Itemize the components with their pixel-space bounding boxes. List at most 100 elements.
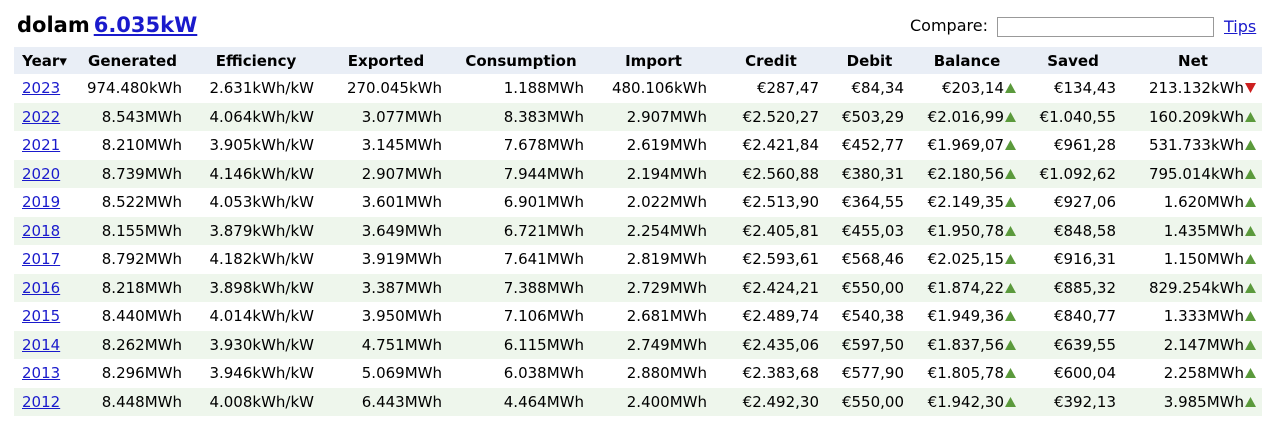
value-cell: €1.874,22 — [912, 273, 1022, 302]
value-cell: 2.681MWh — [592, 302, 715, 331]
cell-value: 4.008kWh/kW — [209, 392, 314, 411]
year-link[interactable]: 2014 — [22, 335, 61, 354]
value-cell: 8.218MWh — [75, 273, 190, 302]
year-link[interactable]: 2020 — [22, 164, 61, 183]
cell-value: 1.150MWh — [1163, 250, 1244, 269]
value-cell: 2.619MWh — [592, 131, 715, 160]
up-arrow — [1245, 282, 1256, 293]
value-cell: 4.053kWh/kW — [190, 188, 322, 217]
year-link[interactable]: 2022 — [22, 107, 61, 126]
up-arrow — [1245, 197, 1256, 208]
value-cell: €2.180,56 — [912, 159, 1022, 188]
system-name: dolam — [17, 13, 90, 37]
value-cell: 4.008kWh/kW — [190, 387, 322, 416]
cell-value: €1.805,78 — [927, 364, 1004, 383]
cell-value: 531.733kWh — [1148, 136, 1244, 155]
year-link[interactable]: 2012 — [22, 392, 61, 411]
value-cell: 2.907MWh — [322, 159, 450, 188]
compare-label: Compare: — [910, 16, 988, 35]
table-row: 2020 8.739MWh 4.146kWh/kW 2.907MWh 7.944MWh 2… — [14, 159, 1262, 188]
cell-value: €2.424,21 — [742, 278, 819, 297]
value-cell: €287,47 — [715, 74, 827, 103]
cell-value: 160.209kWh — [1148, 107, 1244, 126]
year-cell: 2022 — [14, 102, 75, 131]
value-cell: €2.435,06 — [715, 330, 827, 359]
cell-value: €961,28 — [1053, 136, 1116, 155]
value-cell: €84,34 — [827, 74, 912, 103]
value-cell: 3.930kWh/kW — [190, 330, 322, 359]
cell-value: 8.739MWh — [101, 164, 182, 183]
value-cell: €203,14 — [912, 74, 1022, 103]
year-link[interactable]: 2013 — [22, 364, 61, 383]
value-cell: €577,90 — [827, 359, 912, 388]
cell-value: 3.946kWh/kW — [209, 364, 314, 383]
cell-value: 1.620MWh — [1163, 193, 1244, 212]
cell-value: 8.210MWh — [101, 136, 182, 155]
value-cell: 3.946kWh/kW — [190, 359, 322, 388]
cell-value: 8.440MWh — [101, 307, 182, 326]
year-link[interactable]: 2016 — [22, 278, 61, 297]
up-arrow — [1005, 111, 1016, 122]
cell-value: 2.400MWh — [626, 392, 707, 411]
yearly-table: Year▾ Generated Efficiency Exported Consumpt… — [14, 47, 1262, 416]
up-arrow — [1245, 111, 1256, 122]
column-header: Debit — [827, 47, 912, 74]
cell-value: €2.016,99 — [927, 107, 1004, 126]
cell-value: 1.188MWh — [503, 79, 584, 98]
cell-value: 4.464MWh — [503, 392, 584, 411]
value-cell: 3.145MWh — [322, 131, 450, 160]
table-row: 2014 8.262MWh 3.930kWh/kW 4.751MWh 6.115MWh 2… — [14, 330, 1262, 359]
table-row: 2023 974.480kWh 2.631kWh/kW 270.045kWh 1.188… — [14, 74, 1262, 103]
value-cell: 6.115MWh — [450, 330, 592, 359]
cell-value: €916,31 — [1053, 250, 1116, 269]
value-cell: 8.210MWh — [75, 131, 190, 160]
column-header: Consumption — [450, 47, 592, 74]
value-cell: 8.296MWh — [75, 359, 190, 388]
cell-value: €1.874,22 — [927, 278, 1004, 297]
cell-value: 2.907MWh — [361, 164, 442, 183]
cell-value: €2.405,81 — [742, 221, 819, 240]
value-cell: 1.150MWh — [1124, 245, 1262, 274]
tips-link[interactable]: Tips — [1224, 17, 1257, 36]
cell-value: 7.944MWh — [503, 164, 584, 183]
value-cell: €2.492,30 — [715, 387, 827, 416]
cell-value: 2.631kWh/kW — [209, 79, 314, 98]
column-header: Credit — [715, 47, 827, 74]
cell-value: 6.443MWh — [361, 392, 442, 411]
cell-value: €2.383,68 — [742, 364, 819, 383]
value-cell: 4.182kWh/kW — [190, 245, 322, 274]
value-cell: €550,00 — [827, 387, 912, 416]
system-size-link[interactable]: 6.035kW — [93, 13, 198, 37]
cell-value: 1.333MWh — [1163, 307, 1244, 326]
cell-value: 3.898kWh/kW — [209, 278, 314, 297]
value-cell: 3.879kWh/kW — [190, 216, 322, 245]
cell-value: €2.520,27 — [742, 107, 819, 126]
value-cell: 2.880MWh — [592, 359, 715, 388]
year-link[interactable]: 2023 — [22, 79, 61, 98]
value-cell: €2.025,15 — [912, 245, 1022, 274]
column-header[interactable]: Year▾ — [14, 47, 75, 74]
cell-value: 2.729MWh — [626, 278, 707, 297]
year-cell: 2014 — [14, 330, 75, 359]
cell-value: 4.146kWh/kW — [209, 164, 314, 183]
year-link[interactable]: 2021 — [22, 136, 61, 155]
value-cell: 4.464MWh — [450, 387, 592, 416]
value-cell: 1.188MWh — [450, 74, 592, 103]
down-arrow — [1245, 83, 1256, 94]
year-link[interactable]: 2017 — [22, 250, 61, 269]
cell-value: €2.489,74 — [742, 307, 819, 326]
compare-input[interactable] — [997, 17, 1214, 37]
value-cell: 4.146kWh/kW — [190, 159, 322, 188]
value-cell: €2.513,90 — [715, 188, 827, 217]
cell-value: €1.969,07 — [927, 136, 1004, 155]
value-cell: €885,32 — [1022, 273, 1124, 302]
cell-value: 3.985MWh — [1163, 392, 1244, 411]
value-cell: €364,55 — [827, 188, 912, 217]
year-link[interactable]: 2015 — [22, 307, 61, 326]
cell-value: €2.421,84 — [742, 136, 819, 155]
cell-value: 7.106MWh — [503, 307, 584, 326]
year-link[interactable]: 2019 — [22, 193, 61, 212]
year-cell: 2012 — [14, 387, 75, 416]
value-cell: 7.944MWh — [450, 159, 592, 188]
year-link[interactable]: 2018 — [22, 221, 61, 240]
